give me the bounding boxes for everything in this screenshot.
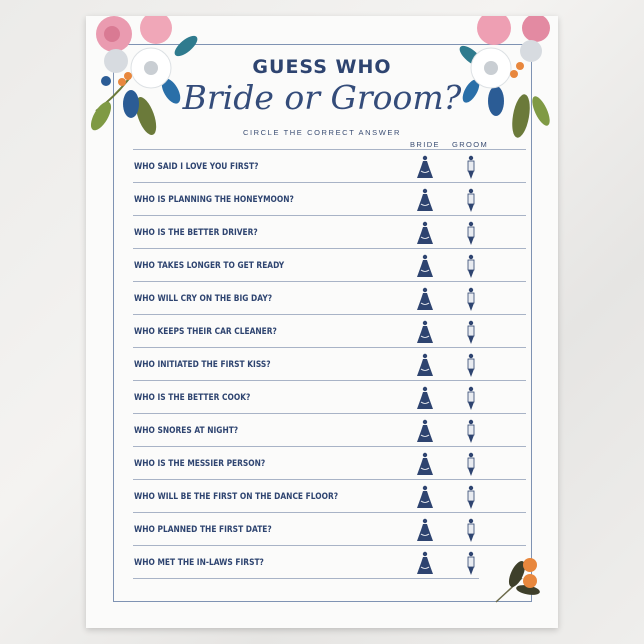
question-row: WHO SAID I LOVE YOU FIRST? [133, 149, 526, 183]
floral-corner-top-left [90, 16, 198, 135]
question-row: WHO IS THE MESSIER PERSON? [133, 446, 526, 480]
border-frame [113, 44, 532, 602]
groom-figure-icon[interactable] [465, 188, 477, 219]
groom-figure-icon[interactable] [465, 254, 477, 285]
groom-figure-icon[interactable] [465, 221, 477, 252]
bride-figure-icon[interactable] [416, 320, 434, 351]
question-text: WHO WILL BE THE FIRST ON THE DANCE FLOOR… [134, 492, 339, 502]
bride-figure-icon[interactable] [416, 485, 434, 516]
bride-figure-icon[interactable] [416, 155, 434, 186]
question-row: WHO IS THE BETTER COOK? [133, 380, 526, 414]
question-row: WHO KEEPS THEIR CAR CLEANER? [133, 314, 526, 348]
question-row: WHO SNORES AT NIGHT? [133, 413, 526, 447]
column-header-groom: GROOM [452, 140, 489, 149]
groom-figure-icon[interactable] [465, 386, 477, 417]
groom-figure-icon[interactable] [465, 485, 477, 516]
title-guess-who: GUESS WHO [252, 56, 392, 78]
column-header-bride: BRIDE [410, 140, 440, 149]
bride-figure-icon[interactable] [416, 254, 434, 285]
groom-figure-icon[interactable] [465, 419, 477, 450]
question-text: WHO WILL CRY ON THE BIG DAY? [134, 294, 273, 304]
groom-figure-icon[interactable] [465, 353, 477, 384]
question-text: WHO INITIATED THE FIRST KISS? [134, 360, 271, 370]
bride-figure-icon[interactable] [416, 221, 434, 252]
floral-corner-top-right [459, 16, 550, 138]
question-text: WHO IS PLANNING THE HONEYMOON? [134, 195, 294, 205]
question-text: WHO KEEPS THEIR CAR CLEANER? [134, 327, 277, 337]
bride-figure-icon[interactable] [416, 452, 434, 483]
bride-figure-icon[interactable] [416, 386, 434, 417]
question-text: WHO SNORES AT NIGHT? [134, 426, 239, 436]
orange-berry-sprig [495, 558, 540, 603]
question-text: WHO IS THE BETTER DRIVER? [134, 228, 258, 238]
question-row: WHO PLANNED THE FIRST DATE? [133, 512, 526, 546]
groom-figure-icon[interactable] [465, 551, 477, 582]
divider-line [133, 578, 479, 579]
question-text: WHO IS THE MESSIER PERSON? [134, 459, 266, 469]
bride-figure-icon[interactable] [416, 353, 434, 384]
bride-figure-icon[interactable] [416, 518, 434, 549]
bride-figure-icon[interactable] [416, 551, 434, 582]
bride-figure-icon[interactable] [416, 419, 434, 450]
question-text: WHO MET THE IN-LAWS FIRST? [134, 558, 264, 568]
groom-figure-icon[interactable] [465, 287, 477, 318]
question-text: WHO PLANNED THE FIRST DATE? [134, 525, 272, 535]
question-row: WHO WILL CRY ON THE BIG DAY? [133, 281, 526, 315]
question-text: WHO TAKES LONGER TO GET READY [134, 261, 285, 271]
instructions: CIRCLE THE CORRECT ANSWER [242, 128, 402, 137]
groom-figure-icon[interactable] [465, 452, 477, 483]
question-row: WHO IS PLANNING THE HONEYMOON? [133, 182, 526, 216]
title-bride-or-groom: Bride or Groom? [182, 78, 462, 117]
question-row: WHO TAKES LONGER TO GET READY [133, 248, 526, 282]
bride-figure-icon[interactable] [416, 287, 434, 318]
groom-figure-icon[interactable] [465, 155, 477, 186]
question-row: WHO WILL BE THE FIRST ON THE DANCE FLOOR… [133, 479, 526, 513]
groom-figure-icon[interactable] [465, 320, 477, 351]
question-row: WHO INITIATED THE FIRST KISS? [133, 347, 526, 381]
bride-figure-icon[interactable] [416, 188, 434, 219]
game-sheet: GUESS WHO Bride or Groom? CIRCLE THE COR… [86, 16, 558, 628]
question-row: WHO IS THE BETTER DRIVER? [133, 215, 526, 249]
question-text: WHO SAID I LOVE YOU FIRST? [134, 162, 259, 172]
question-text: WHO IS THE BETTER COOK? [134, 393, 251, 403]
question-row: WHO MET THE IN-LAWS FIRST? [133, 545, 526, 579]
groom-figure-icon[interactable] [465, 518, 477, 549]
